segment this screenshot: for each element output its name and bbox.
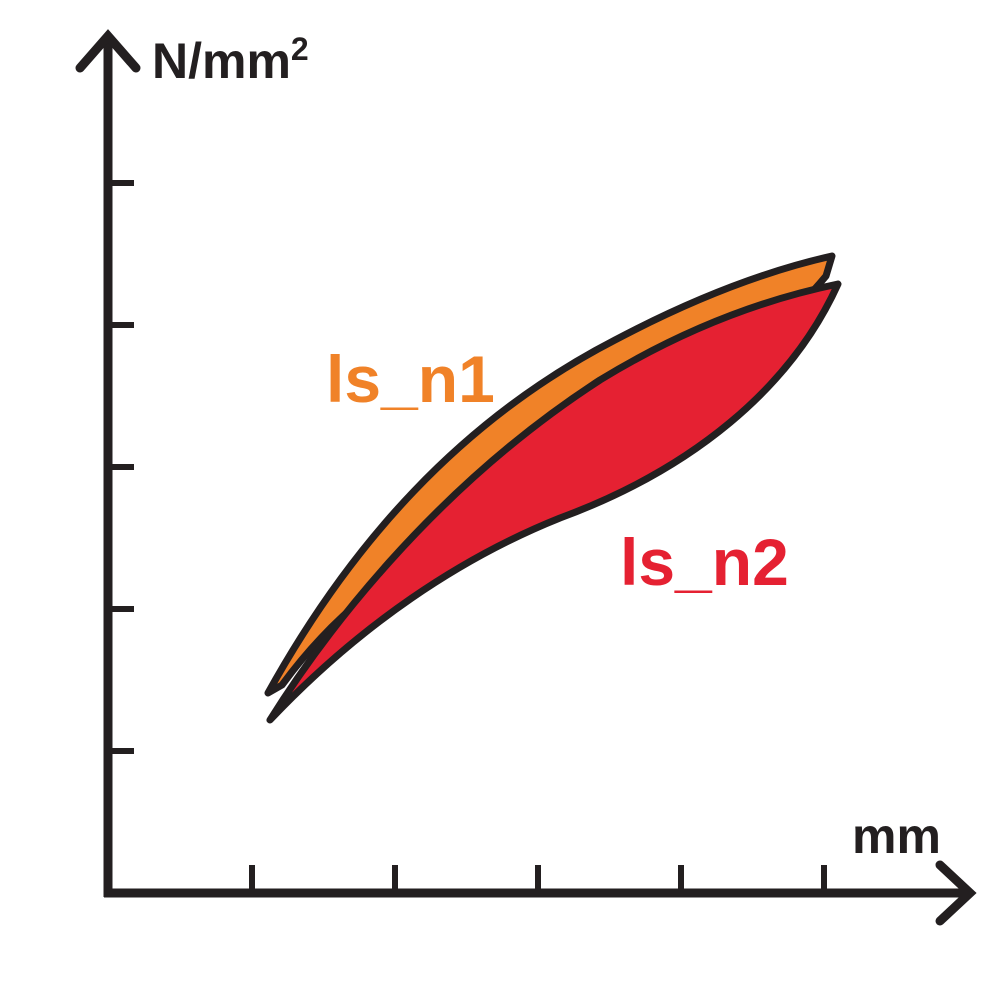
- loop-ls-n2: [266, 280, 842, 724]
- y-axis-label: N/mm2: [152, 31, 309, 89]
- y-axis-unit: N/mm: [152, 33, 291, 89]
- x-axis-label: mm: [852, 808, 941, 864]
- loop-label-ls-n2: ls_n2: [620, 525, 789, 599]
- loop-label-ls-n1: ls_n1: [326, 342, 495, 416]
- x-ticks: [249, 865, 827, 893]
- x-axis-arrow-icon: [935, 860, 977, 926]
- y-ticks: [108, 180, 134, 754]
- y-axis-arrow-icon: [75, 29, 141, 73]
- y-axis-unit-superscript: 2: [291, 31, 309, 67]
